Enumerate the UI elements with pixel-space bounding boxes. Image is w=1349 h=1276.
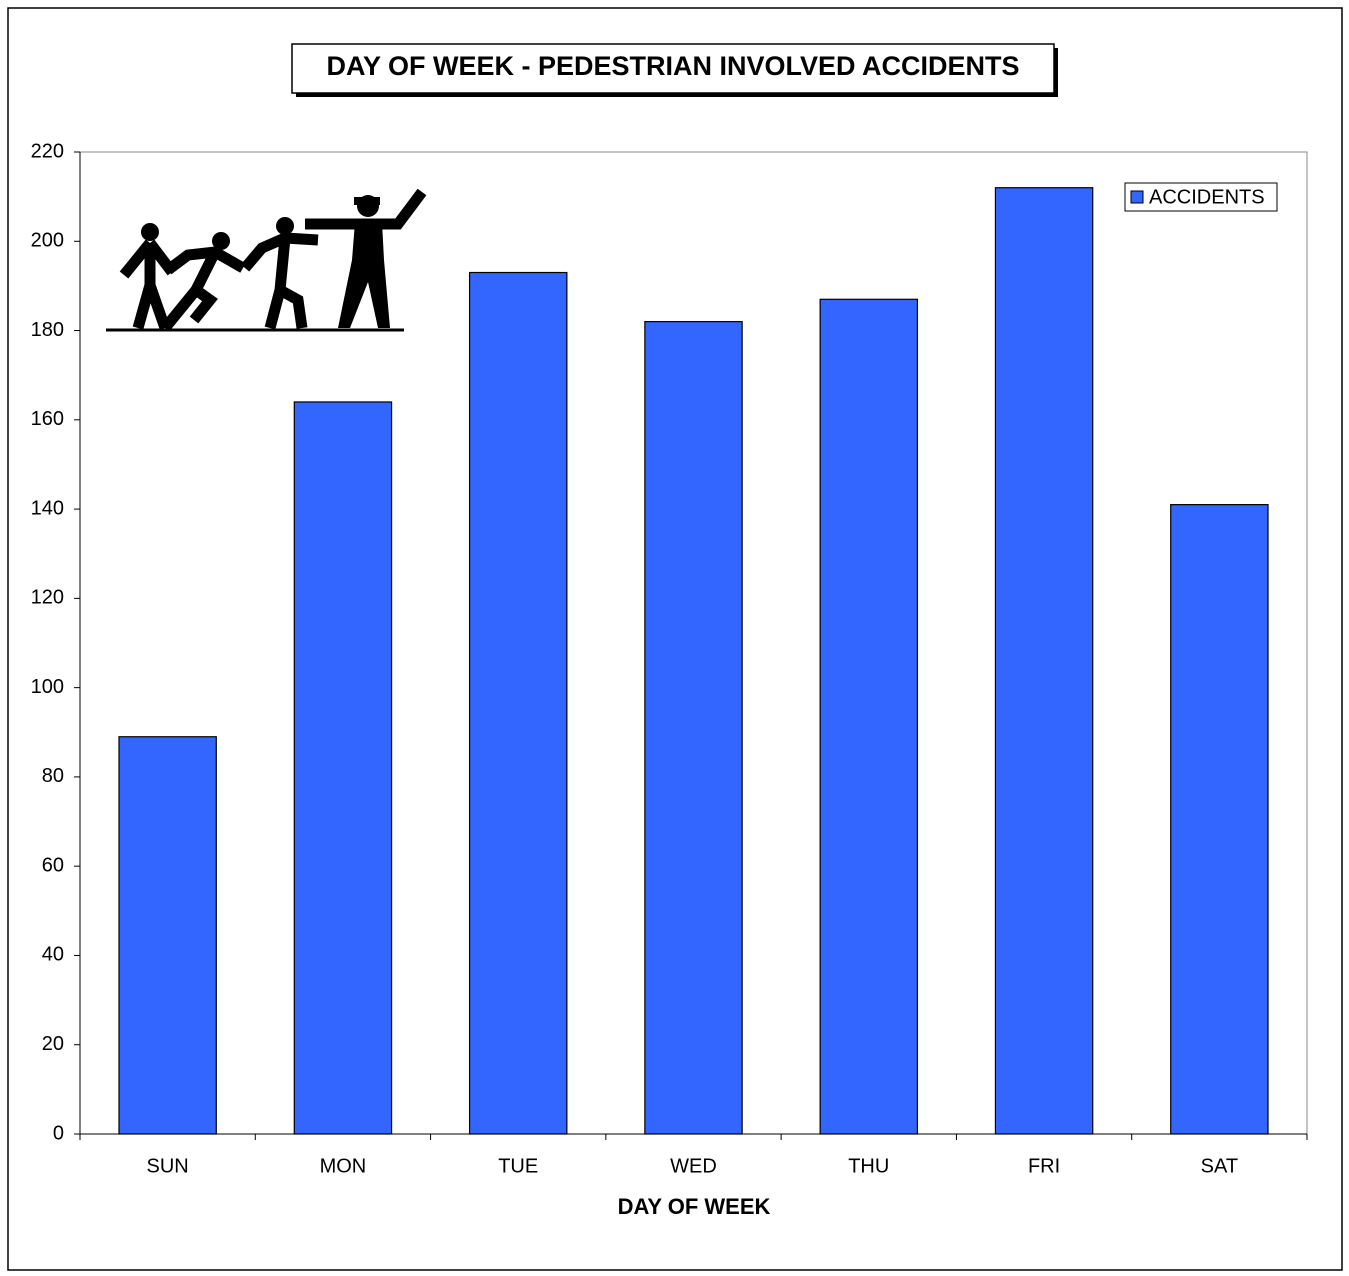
y-tick-label: 80 bbox=[42, 765, 64, 787]
y-tick-label: 180 bbox=[31, 319, 64, 341]
y-tick-label: 220 bbox=[31, 140, 64, 162]
y-tick-label: 0 bbox=[53, 1122, 64, 1144]
bar bbox=[468, 271, 568, 1135]
y-tick-label: 140 bbox=[31, 497, 64, 519]
pedestrian-pictogram bbox=[106, 188, 427, 332]
bar bbox=[819, 298, 919, 1135]
chart-title: DAY OF WEEK - PEDESTRIAN INVOLVED ACCIDE… bbox=[326, 51, 1019, 81]
y-tick-label: 200 bbox=[31, 230, 64, 252]
x-tick-label: THU bbox=[848, 1155, 889, 1177]
x-tick-label: SAT bbox=[1201, 1155, 1238, 1177]
legend-swatch bbox=[1130, 190, 1144, 204]
y-tick-label: 100 bbox=[31, 676, 64, 698]
y-tick-label: 20 bbox=[42, 1033, 64, 1055]
y-tick-label: 60 bbox=[42, 854, 64, 876]
bar bbox=[1170, 504, 1269, 1135]
x-tick-label: FRI bbox=[1028, 1155, 1060, 1177]
y-tick-label: 40 bbox=[42, 944, 64, 966]
bar bbox=[118, 736, 217, 1135]
legend-box bbox=[1124, 182, 1278, 212]
y-tick-label: 160 bbox=[31, 408, 64, 430]
x-axis-label: DAY OF WEEK bbox=[618, 1194, 771, 1219]
x-tick-label: WED bbox=[670, 1155, 717, 1177]
bar bbox=[994, 187, 1094, 1135]
x-tick-label: MON bbox=[320, 1155, 367, 1177]
y-tick-label: 120 bbox=[31, 587, 64, 609]
x-tick-label: SUN bbox=[147, 1155, 189, 1177]
bar bbox=[644, 321, 743, 1135]
legend bbox=[1124, 182, 1278, 212]
legend-label: ACCIDENTS bbox=[1149, 186, 1265, 208]
bar bbox=[293, 401, 393, 1135]
x-tick-label: TUE bbox=[498, 1155, 538, 1177]
title-box bbox=[291, 43, 1055, 94]
